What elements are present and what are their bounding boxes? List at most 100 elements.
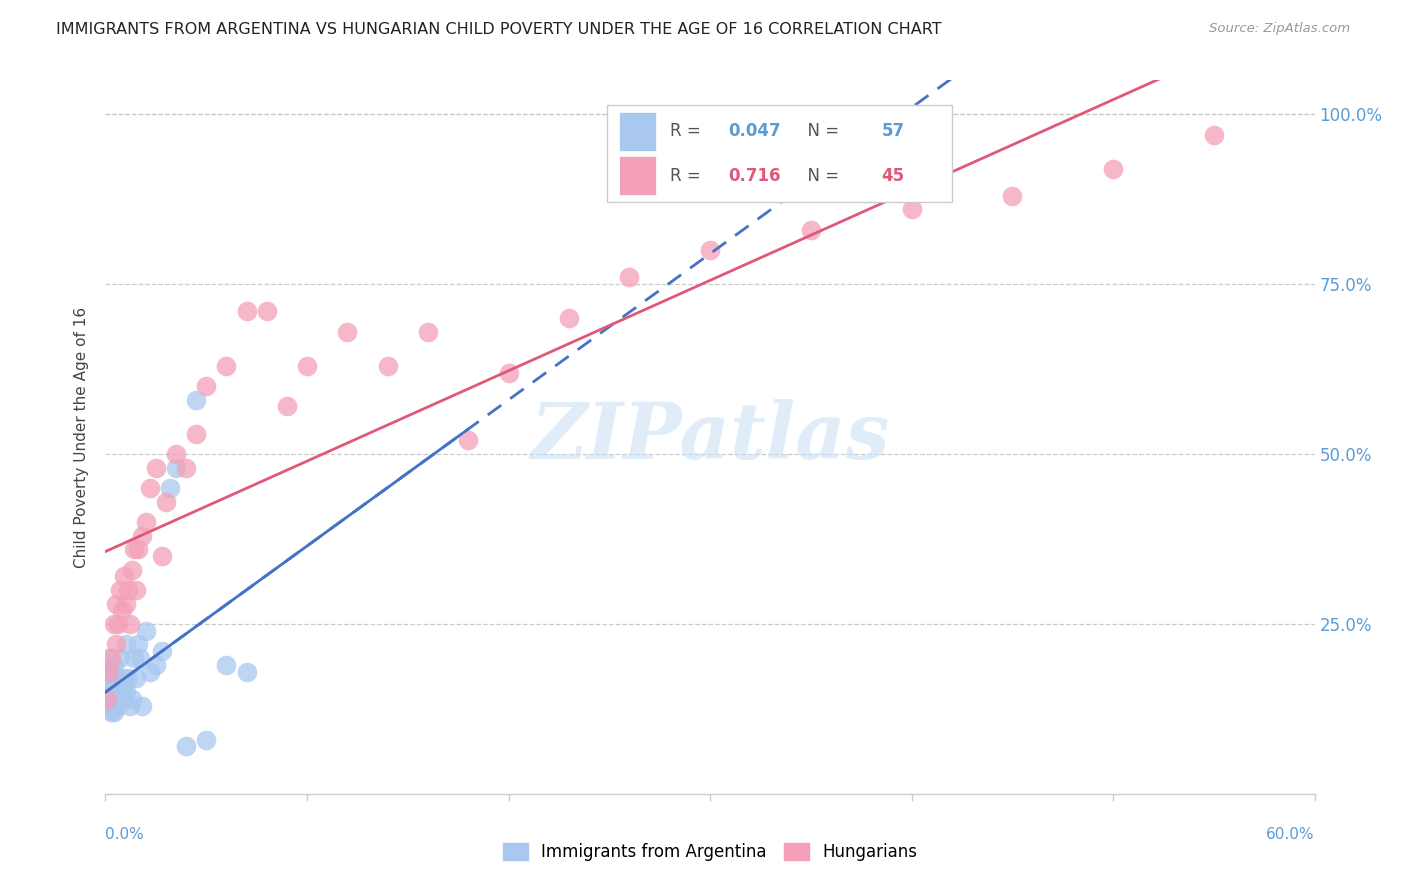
Text: R =: R = [671,167,706,185]
Point [150,644,173,658]
Point [215,359,238,373]
Point [127,542,149,557]
Point [377,359,399,373]
Point [100,698,122,713]
Point [195,732,218,747]
Point [107,691,129,706]
Point [112,678,135,692]
Bar [620,112,655,151]
Point [145,460,167,475]
Point [100,665,122,679]
Point [186,392,208,407]
Point [103,617,125,632]
Point [117,671,139,685]
Point [150,549,173,563]
Text: 0.047: 0.047 [728,122,780,140]
FancyBboxPatch shape [607,105,952,202]
Point [121,563,143,577]
Point [174,460,197,475]
Point [1202,128,1225,142]
Point [1102,161,1125,176]
Point [699,243,721,257]
Point [112,569,135,583]
Point [122,651,145,665]
Point [619,270,641,285]
Point [104,671,127,685]
Point [112,691,135,706]
Point [139,665,162,679]
Point [100,691,122,706]
Text: 0.716: 0.716 [728,167,780,185]
Point [107,617,129,632]
Point [98,651,121,665]
Text: Source: ZipAtlas.com: Source: ZipAtlas.com [1209,22,1350,36]
Text: ZIPatlas: ZIPatlas [530,399,890,475]
Point [103,691,125,706]
Point [96,691,118,706]
Point [108,685,131,699]
Point [139,481,162,495]
Point [108,651,131,665]
Point [215,657,238,672]
Point [107,698,129,713]
Point [96,678,118,692]
Point [98,685,121,699]
Point [104,637,127,651]
Point [98,691,121,706]
Text: 60.0%: 60.0% [1267,827,1315,841]
Point [235,304,257,318]
Point [103,706,125,720]
Point [159,481,181,495]
Point [235,665,257,679]
Point [110,685,132,699]
Point [100,706,122,720]
Point [145,657,167,672]
Text: 45: 45 [882,167,905,185]
Point [131,528,153,542]
Text: N =: N = [797,122,845,140]
Point [295,359,318,373]
Point [155,494,177,508]
Point [110,671,132,685]
Point [186,426,208,441]
Point [165,460,187,475]
Point [276,400,298,414]
Point [114,637,136,651]
Point [900,202,922,217]
Point [114,597,136,611]
Point [96,685,118,699]
Point [128,651,150,665]
Point [122,542,145,557]
Point [118,617,141,632]
Point [800,223,823,237]
Point [118,698,141,713]
Point [98,698,121,713]
Point [165,447,187,461]
Point [125,671,148,685]
Point [174,739,197,754]
Text: IMMIGRANTS FROM ARGENTINA VS HUNGARIAN CHILD POVERTY UNDER THE AGE OF 16 CORRELA: IMMIGRANTS FROM ARGENTINA VS HUNGARIAN C… [56,22,942,37]
Point [103,657,125,672]
Point [104,685,127,699]
Y-axis label: Child Poverty Under the Age of 16: Child Poverty Under the Age of 16 [75,307,90,567]
Point [135,624,157,638]
Point [131,698,153,713]
Point [104,597,127,611]
Text: R =: R = [671,122,706,140]
Point [336,325,359,339]
Point [104,691,127,706]
Point [256,304,278,318]
Point [100,651,122,665]
Point [135,515,157,529]
Point [96,671,118,685]
Point [110,603,132,617]
Point [98,665,121,679]
Point [96,691,118,706]
Bar [620,156,655,195]
Point [104,698,127,713]
Legend: Immigrants from Argentina, Hungarians: Immigrants from Argentina, Hungarians [496,836,924,868]
Point [100,671,122,685]
Point [195,379,218,393]
Point [1001,189,1024,203]
Point [125,582,148,597]
